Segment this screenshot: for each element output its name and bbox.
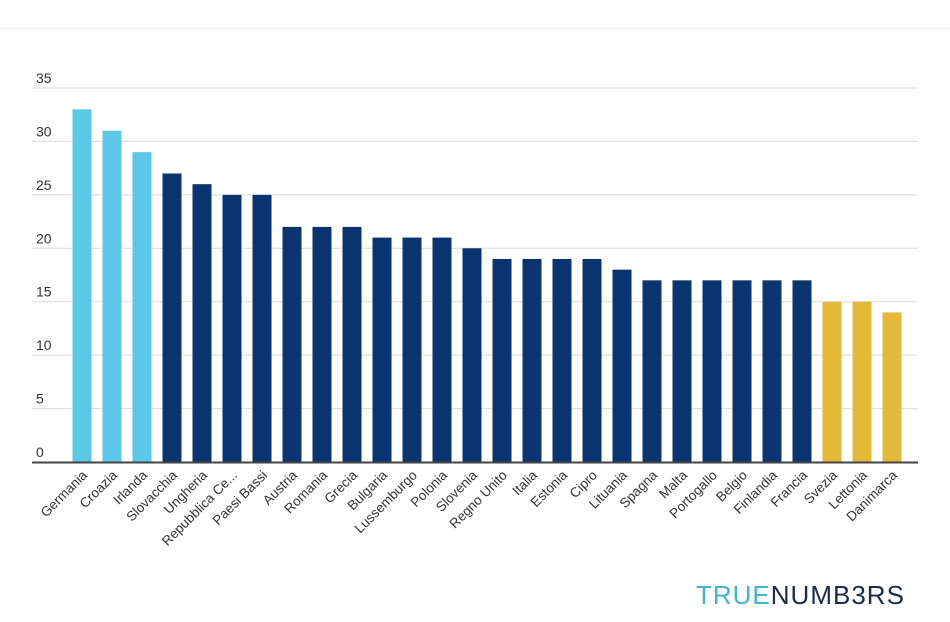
bar-repubblica-ce [222, 194, 242, 462]
bar-ungheria [192, 184, 212, 462]
brand-logo: TRUENUMB3RS [696, 580, 905, 611]
bar-lettonia [852, 301, 872, 462]
bar-estonia [552, 258, 572, 462]
bar-belgio [732, 280, 752, 462]
bar-slovacchia [162, 173, 182, 462]
bar-polonia [432, 237, 452, 462]
bar-finlandia [762, 280, 782, 462]
bar-germania [72, 109, 92, 462]
bar-romania [312, 226, 332, 462]
y-tick-label: 35 [36, 70, 52, 86]
bar-italia [522, 258, 542, 462]
bar-regno-unito [492, 258, 512, 462]
bar-irlanda [132, 152, 152, 462]
bar-bulgaria [372, 237, 392, 462]
y-tick-label: 20 [36, 230, 52, 246]
bar-slovenia [462, 248, 482, 462]
bar-grecia [342, 226, 362, 462]
y-tick-label: 10 [36, 337, 52, 353]
y-tick-label: 15 [36, 284, 52, 300]
y-tick-label: 5 [36, 391, 44, 407]
brand-logo-part1: TRUE [696, 580, 771, 610]
bar-danimarca [882, 312, 902, 462]
bar-lussemburgo [402, 237, 422, 462]
bar-malta [672, 280, 692, 462]
top-divider [0, 28, 950, 29]
y-tick-label: 25 [36, 177, 52, 193]
bar-austria [282, 226, 302, 462]
bar-cipro [582, 258, 602, 462]
bar-svezia [822, 301, 842, 462]
brand-logo-part2: NUMB3RS [770, 580, 905, 610]
y-tick-label: 30 [36, 123, 52, 139]
y-tick-label: 0 [36, 444, 44, 460]
bar-lituania [612, 269, 632, 462]
bar-paesi-bassi [252, 194, 272, 462]
bar-croazia [102, 130, 122, 462]
bar-portogallo [702, 280, 722, 462]
bar-francia [792, 280, 812, 462]
bar-spagna [642, 280, 662, 462]
